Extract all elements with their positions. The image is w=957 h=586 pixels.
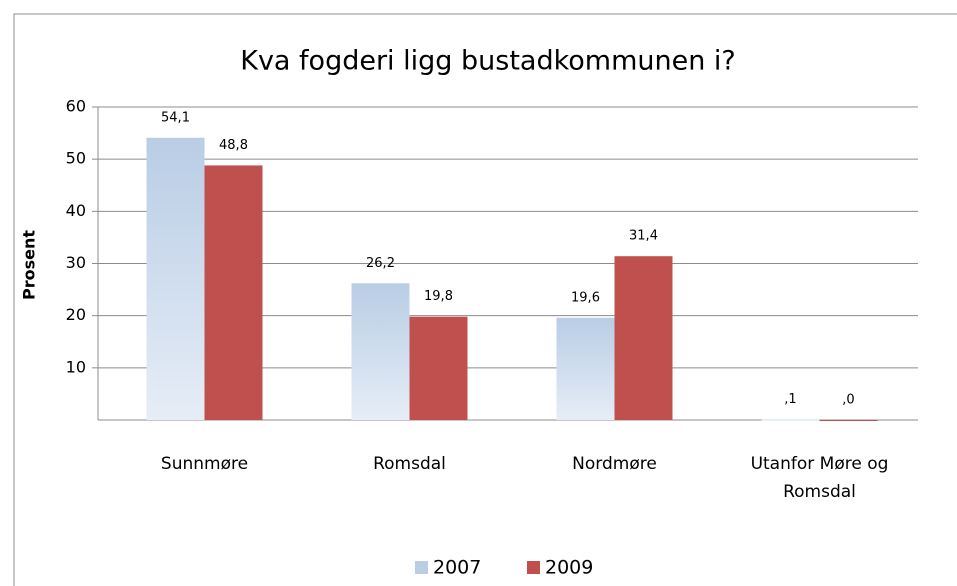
bar (819, 420, 878, 421)
y-tick-label: 60 (66, 97, 86, 116)
data-label: 54,1 (161, 110, 190, 125)
data-label: 19,8 (424, 289, 453, 304)
x-tick-label: Nordmøre (572, 454, 657, 474)
bar (146, 137, 205, 421)
legend-label: 2009 (545, 557, 593, 579)
bar (204, 165, 263, 420)
legend-label: 2007 (433, 557, 481, 579)
y-tick-label: 40 (66, 201, 86, 220)
y-axis-label: Prosent (20, 230, 39, 300)
y-tick-label: 50 (66, 149, 86, 168)
data-label: 48,8 (219, 138, 248, 153)
x-tick-label: Utanfor Møre og Romsdal (750, 454, 889, 502)
y-tick-label: 10 (66, 357, 86, 376)
data-label: 26,2 (366, 256, 395, 271)
data-label: ,0 (842, 393, 854, 408)
x-tick-label: Sunnmøre (160, 454, 249, 474)
bar (351, 283, 410, 420)
x-tick-label-box: Utanfor Møre og Romsdal (750, 454, 889, 502)
legend-swatch (415, 561, 428, 574)
x-tick-label-box: Sunnmøre (160, 454, 249, 474)
chart-title: Kva fogderi ligg bustadkommunen i? (240, 46, 736, 77)
y-tick-label: 30 (66, 253, 86, 272)
data-label: 31,4 (629, 229, 658, 244)
y-tick-label: 20 (66, 305, 86, 324)
bar (614, 256, 673, 420)
legend-swatch (527, 561, 540, 574)
x-tick-label-box: Nordmøre (572, 454, 657, 474)
data-label: ,1 (784, 392, 796, 407)
x-tick-label: Romsdal (373, 454, 446, 474)
x-tick-label-box: Romsdal (373, 454, 446, 474)
bar (761, 419, 820, 421)
bar (556, 317, 615, 420)
data-label: 19,6 (571, 290, 600, 305)
bar (409, 316, 468, 420)
